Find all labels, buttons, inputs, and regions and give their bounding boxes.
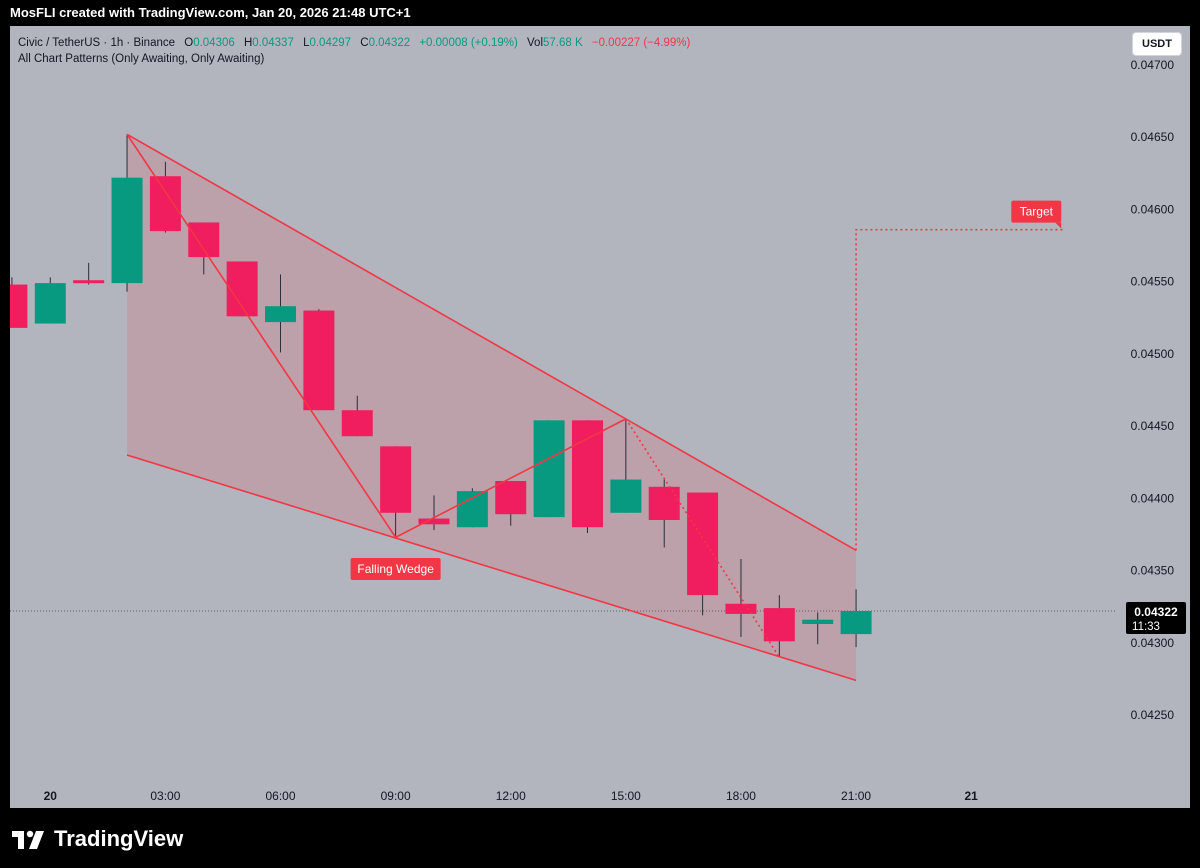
- projection-dotted-line: [625, 418, 781, 658]
- footer: [0, 808, 1200, 868]
- symbol-label[interactable]: Civic / TetherUS · 1h · Binance: [18, 37, 176, 49]
- target-label: Target: [1020, 205, 1054, 219]
- time-tick-label: 21:00: [841, 789, 871, 803]
- low-value: 0.04297: [309, 37, 352, 49]
- candle-body[interactable]: [725, 603, 757, 614]
- attribution-bar: MosFLI created with TradingView.com, Jan…: [0, 0, 1200, 26]
- candle-body[interactable]: [34, 283, 66, 324]
- time-tick-label: 09:00: [381, 789, 411, 803]
- price-tick-label: 0.04500: [1131, 347, 1175, 361]
- price-tick-label: 0.04350: [1131, 564, 1175, 578]
- tradingview-logo-icon: [12, 830, 44, 849]
- price-tick-label: 0.04550: [1131, 275, 1175, 289]
- candle-body[interactable]: [571, 420, 603, 528]
- candlestick-chart[interactable]: Falling Wedge Target 0.04700 0.04650 0.04600…: [10, 26, 1190, 808]
- wedge-upper-line[interactable]: [126, 133, 857, 552]
- time-tick-label: 20: [44, 789, 58, 803]
- open-label: O: [184, 37, 194, 49]
- time-tick-label: 03:00: [150, 789, 180, 803]
- candle-body[interactable]: [840, 611, 872, 635]
- candle-body[interactable]: [802, 619, 834, 624]
- candle-body[interactable]: [341, 410, 373, 437]
- falling-wedge-label: Falling Wedge: [357, 562, 434, 576]
- close-value: 0.04322: [368, 37, 411, 49]
- wedge-lower-line[interactable]: [126, 454, 857, 682]
- close-label: C: [360, 37, 369, 49]
- candle-body[interactable]: [687, 492, 719, 596]
- price-tick-label: 0.04600: [1131, 202, 1175, 216]
- candle-body[interactable]: [380, 446, 412, 513]
- price-tick-label: 0.04700: [1131, 58, 1175, 72]
- change-value: +0.00008 (+0.19%): [419, 37, 518, 49]
- candle-body[interactable]: [533, 420, 565, 518]
- candle-body[interactable]: [10, 284, 28, 328]
- open-value: 0.04306: [193, 37, 235, 49]
- tradingview-logo: TradingView: [12, 826, 183, 852]
- bar-countdown: 11:33: [1132, 621, 1160, 633]
- low-label: L: [303, 37, 310, 49]
- last-price-tag: [1126, 602, 1186, 634]
- time-axis[interactable]: [10, 780, 1190, 808]
- candle-body[interactable]: [111, 177, 143, 284]
- price-tick-label: 0.04250: [1131, 708, 1175, 722]
- candle-body[interactable]: [418, 518, 450, 525]
- price-tick-label: 0.04450: [1131, 419, 1175, 433]
- candle-body[interactable]: [73, 280, 105, 284]
- price-axis[interactable]: [1117, 26, 1190, 808]
- candle-body[interactable]: [763, 608, 795, 642]
- falling-wedge-label-box[interactable]: [350, 558, 441, 581]
- price-tick-label: 0.04300: [1131, 636, 1175, 650]
- attribution-text: MosFLI created with TradingView.com, Jan…: [10, 5, 411, 20]
- price-tick-label: 0.04400: [1131, 491, 1175, 505]
- candle-body[interactable]: [610, 479, 642, 513]
- candle-body[interactable]: [188, 222, 220, 258]
- volume-label: Vol: [527, 37, 544, 49]
- candle-body[interactable]: [149, 176, 181, 232]
- wedge-fill: [127, 134, 857, 681]
- candle-body[interactable]: [456, 491, 488, 528]
- last-price-value: 0.04322: [1134, 605, 1178, 619]
- target-dotted-line: [855, 228, 1064, 551]
- candle-body[interactable]: [265, 306, 297, 323]
- volume-value: 57.68 K: [543, 37, 583, 49]
- time-tick-label: 21: [965, 789, 979, 803]
- chart-legend: Civic / TetherUS · 1h · Binance O0.04306…: [18, 35, 690, 67]
- time-tick-label: 06:00: [265, 789, 295, 803]
- volume-change: −0.00227 (−4.99%): [591, 37, 691, 49]
- target-label-pointer: [1055, 222, 1062, 229]
- candle-body[interactable]: [303, 310, 335, 411]
- indicator-label[interactable]: All Chart Patterns (Only Awaiting, Only …: [18, 53, 265, 65]
- time-tick-label: 12:00: [496, 789, 526, 803]
- candle-body[interactable]: [648, 486, 680, 520]
- high-value: 0.04337: [252, 37, 294, 49]
- time-tick-label: 15:00: [611, 789, 641, 803]
- chart-area[interactable]: Falling Wedge Target 0.04700 0.04650 0.04600…: [10, 26, 1190, 808]
- time-tick-label: 18:00: [726, 789, 756, 803]
- price-tick-label: 0.04650: [1131, 130, 1175, 144]
- high-label: H: [243, 37, 253, 49]
- currency-button[interactable]: USDT: [1132, 32, 1182, 56]
- brand-name: TradingView: [54, 826, 184, 851]
- wedge-zigzag-line[interactable]: [126, 133, 627, 539]
- target-label-box[interactable]: [1011, 200, 1062, 223]
- candle-body[interactable]: [495, 481, 527, 515]
